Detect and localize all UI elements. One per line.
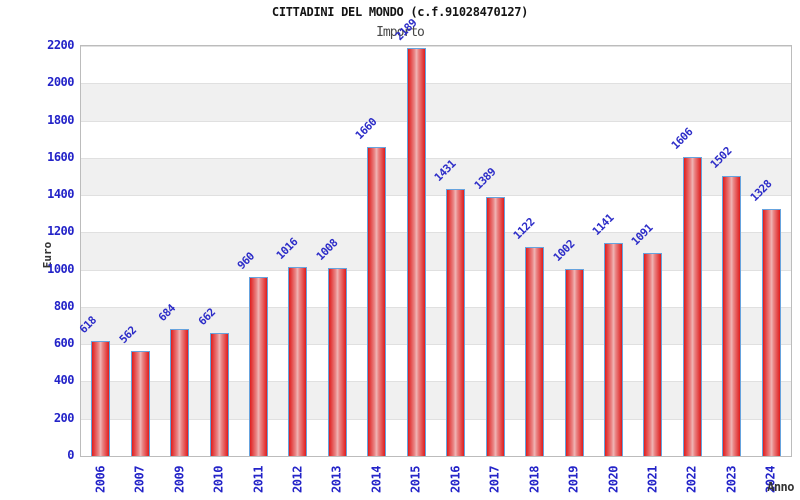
y-tick-label: 1400	[47, 187, 74, 202]
bar	[604, 243, 623, 456]
x-tick-label: 2020	[606, 466, 620, 493]
x-tick-label: 2016	[448, 466, 463, 493]
bar	[564, 269, 584, 456]
x-tick-label: 2015	[408, 466, 423, 493]
plot-area	[80, 45, 792, 457]
gridline	[81, 381, 791, 383]
x-tick-label: 2011	[251, 466, 265, 493]
x-tick-label: 2019	[566, 466, 581, 493]
gridline	[81, 269, 791, 271]
bar	[91, 340, 111, 456]
x-tick-label: 2009	[172, 466, 187, 493]
y-tick-label: 400	[53, 373, 75, 388]
bar	[643, 252, 663, 456]
bar	[170, 328, 190, 456]
plot-band	[81, 306, 791, 345]
y-tick-label: 200	[53, 410, 75, 425]
y-tick-label: 0	[67, 448, 74, 462]
gridline	[81, 418, 791, 420]
gridline	[81, 306, 791, 308]
x-tick-label: 2007	[132, 466, 147, 493]
y-tick-label: 2200	[47, 38, 74, 52]
bar	[327, 268, 347, 456]
x-tick-label: 2006	[93, 466, 108, 493]
gridline	[81, 120, 791, 122]
plot-band	[81, 232, 791, 270]
x-tick-label: 2021	[645, 466, 660, 493]
bar	[209, 332, 229, 456]
gridline	[81, 232, 791, 234]
bar	[367, 146, 387, 456]
bar	[288, 266, 308, 456]
bar	[249, 277, 268, 456]
gridline	[81, 344, 791, 346]
bar	[446, 189, 466, 456]
chart-title: CITTADINI DEL MONDO (c.f.91028470127)	[271, 5, 529, 19]
x-tick-label: 2022	[684, 466, 699, 493]
chart-subtitle: Importo	[376, 25, 425, 40]
x-tick-label: 2014	[369, 466, 384, 493]
bar	[525, 246, 545, 456]
gridline	[81, 46, 791, 47]
y-tick-label: 1800	[47, 112, 74, 127]
x-tick-label: 2017	[487, 466, 502, 493]
bar	[406, 48, 426, 456]
gridline	[81, 195, 791, 197]
gridline	[81, 83, 791, 85]
bar	[485, 197, 505, 456]
x-tick-label: 2013	[329, 466, 344, 493]
x-tick-label: 2012	[290, 466, 305, 493]
gridline	[81, 157, 791, 159]
x-axis-title: Anno	[767, 480, 794, 494]
x-tick-label: 2023	[724, 466, 739, 493]
bar	[130, 351, 150, 456]
plot-band	[81, 83, 791, 121]
bar	[722, 176, 742, 456]
plot-band	[81, 381, 791, 419]
y-tick-label: 1200	[47, 224, 74, 239]
x-tick-label: 2018	[527, 466, 542, 493]
y-tick-label: 1600	[47, 149, 74, 164]
x-tick-label: 2010	[211, 466, 226, 493]
bar	[761, 208, 781, 456]
bar	[682, 156, 702, 456]
y-tick-label: 1000	[47, 261, 74, 276]
y-tick-label: 600	[53, 336, 75, 351]
y-tick-label: 2000	[47, 75, 74, 90]
plot-band	[81, 157, 791, 196]
y-tick-label: 800	[53, 298, 75, 313]
